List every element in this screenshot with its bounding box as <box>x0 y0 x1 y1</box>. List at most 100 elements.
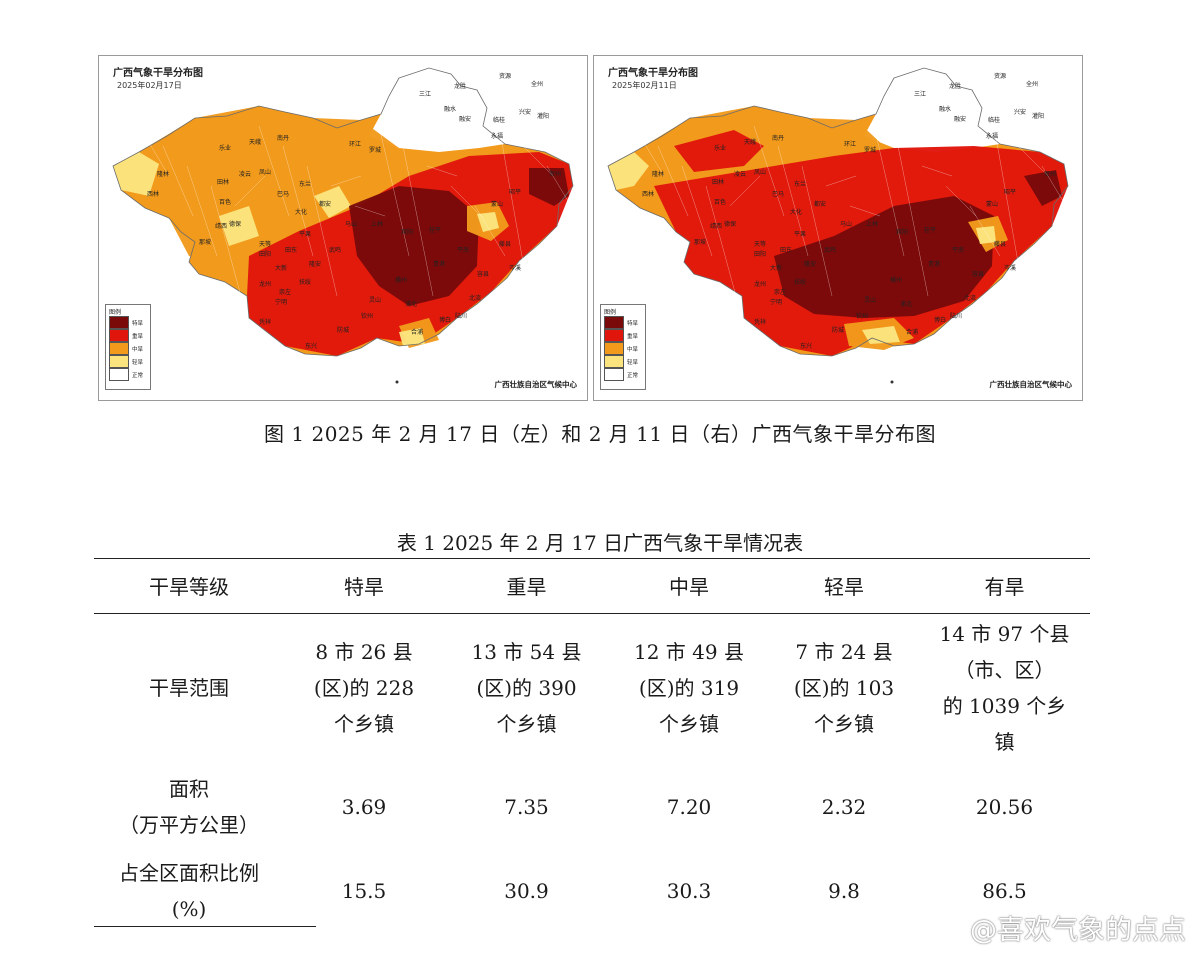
weibo-icon <box>935 918 963 939</box>
city-label: 大新 <box>275 264 287 272</box>
city-label: 蒙山 <box>491 200 503 208</box>
city-label: 靖西 <box>710 222 722 230</box>
city-label: 西林 <box>642 190 654 198</box>
city-label: 靖西 <box>215 222 227 230</box>
cell-line: 个乡镇 <box>659 712 719 736</box>
city-label: 宁明 <box>275 298 287 306</box>
legend-label: 重旱 <box>132 333 144 340</box>
county-boundary <box>138 125 170 177</box>
legend-item: 正常 <box>109 368 150 381</box>
city-label: 桂平 <box>924 226 936 234</box>
cell-line: （市、区） <box>954 658 1055 682</box>
table-cell: 15.5 <box>284 851 444 931</box>
city-label: 马山 <box>345 220 357 228</box>
county-boundary <box>402 145 434 297</box>
drought-zone <box>349 186 479 306</box>
city-label: 融安 <box>954 115 966 123</box>
city-label: 大新 <box>770 264 782 272</box>
county-boundary <box>498 125 530 297</box>
city-label: 龙胜 <box>454 82 466 90</box>
city-label: 岑溪 <box>509 264 521 272</box>
city-label: 南丹 <box>277 134 289 142</box>
drought-map-feb11: 资源 全州 兴安 灌阳 临桂 三江 融水 融安 永福 龙胜 南丹 天峨 环江 罗城 乐业 凤山 凌云 田林 隆林 西林… <box>593 55 1083 401</box>
legend-item: 重旱 <box>109 329 150 342</box>
county-boundary <box>1041 165 1073 217</box>
city-label: 巴马 <box>277 190 289 198</box>
city-label: 环江 <box>844 141 856 148</box>
table-top-rule <box>94 558 1090 559</box>
city-label: 全州 <box>1026 80 1038 88</box>
county-boundary <box>210 185 242 297</box>
city-label: 临桂 <box>493 116 505 124</box>
city-label: 防城 <box>337 326 349 334</box>
legend-swatch <box>604 368 624 381</box>
city-label: 那坡 <box>199 238 211 246</box>
map-legend: 图例 特旱 重旱 中旱 轻旱 正常 <box>600 304 646 390</box>
city-label: 大化 <box>790 208 802 216</box>
cell-line: 个乡镇 <box>334 712 394 736</box>
county-boundary <box>378 125 410 257</box>
map-date: 2025年02月11日 <box>612 81 677 90</box>
table-header-row: 干旱等级 特旱 重旱 中旱 轻旱 有旱 <box>94 560 1090 613</box>
drought-zone <box>113 106 399 266</box>
legend-item: 轻旱 <box>109 355 150 368</box>
header-cell: 重旱 <box>506 574 547 599</box>
city-label: 三江 <box>419 91 431 98</box>
city-label: 横州 <box>395 276 407 284</box>
table-cell: 13 市 54 县 (区)的 390 个乡镇 <box>444 613 609 763</box>
drought-zone <box>399 328 425 346</box>
header-cell: 特旱 <box>344 574 384 599</box>
cell-line: 9.8 <box>828 879 860 903</box>
city-label: 资源 <box>994 72 1006 80</box>
city-label: 天等 <box>754 240 766 248</box>
city-label: 平南 <box>457 246 469 254</box>
legend-swatch <box>109 316 129 329</box>
table-cell: 9.8 <box>769 851 919 931</box>
table-cell: 30.9 <box>444 851 609 931</box>
table-bottom-rule <box>94 926 316 927</box>
map-credit: 广西壮族自治区气候中心 <box>494 380 578 389</box>
city-label: 浦北 <box>405 300 417 308</box>
table-row: 面积 （万平方公里） 3.69 7.35 7.20 2.32 20.56 <box>94 763 1090 851</box>
drought-zone <box>477 212 499 232</box>
city-label: 永福 <box>491 132 503 140</box>
legend-label: 重旱 <box>627 333 639 340</box>
city-label: 武鸣 <box>824 246 836 254</box>
city-label: 融水 <box>444 105 456 113</box>
row-label: 面积 （万平方公里） <box>94 763 284 851</box>
city-label: 天峨 <box>249 138 261 146</box>
city-label: 蒙山 <box>986 200 998 208</box>
legend-title: 图例 <box>109 309 122 316</box>
city-label: 全州 <box>531 80 543 88</box>
table-cell: 86.5 <box>919 851 1090 931</box>
county-boundary <box>282 145 314 257</box>
county-boundary <box>681 165 713 257</box>
legend-swatch <box>604 355 624 368</box>
city-label: 崇左 <box>279 288 291 296</box>
city-label: 昭平 <box>1004 189 1016 196</box>
drought-zone <box>219 206 259 246</box>
city-label: 隆林 <box>157 170 169 178</box>
county-boundary <box>873 125 905 257</box>
figure-caption: 图 1 2025 年 2 月 17 日（左）和 2 月 11 日（右）广西气象干… <box>264 422 936 446</box>
city-label: 藤县 <box>994 240 1006 248</box>
county-boundary <box>969 205 1001 257</box>
drought-zone <box>608 152 649 190</box>
map-credit: 广西壮族自治区气候中心 <box>989 380 1073 389</box>
city-label: 田东 <box>285 246 297 254</box>
cell-line: 3.69 <box>341 795 387 819</box>
legend-swatch <box>109 342 129 355</box>
city-label: 融安 <box>459 115 471 123</box>
cell-line: 12 市 49 县 <box>634 640 744 664</box>
legend-item: 特旱 <box>604 316 645 329</box>
legend-item: 重旱 <box>604 329 645 342</box>
city-label: 罗城 <box>864 147 876 154</box>
city-label: 东兴 <box>800 342 812 350</box>
legend-swatch <box>604 342 624 355</box>
county-boundary <box>825 175 857 187</box>
city-label: 扶绥 <box>299 278 311 286</box>
watermark-text: @喜欢气象的点点 <box>970 915 1186 946</box>
city-label: 武鸣 <box>329 246 341 254</box>
cell-line: 的 1039 个乡 <box>942 694 1067 718</box>
drought-zone <box>774 196 994 318</box>
